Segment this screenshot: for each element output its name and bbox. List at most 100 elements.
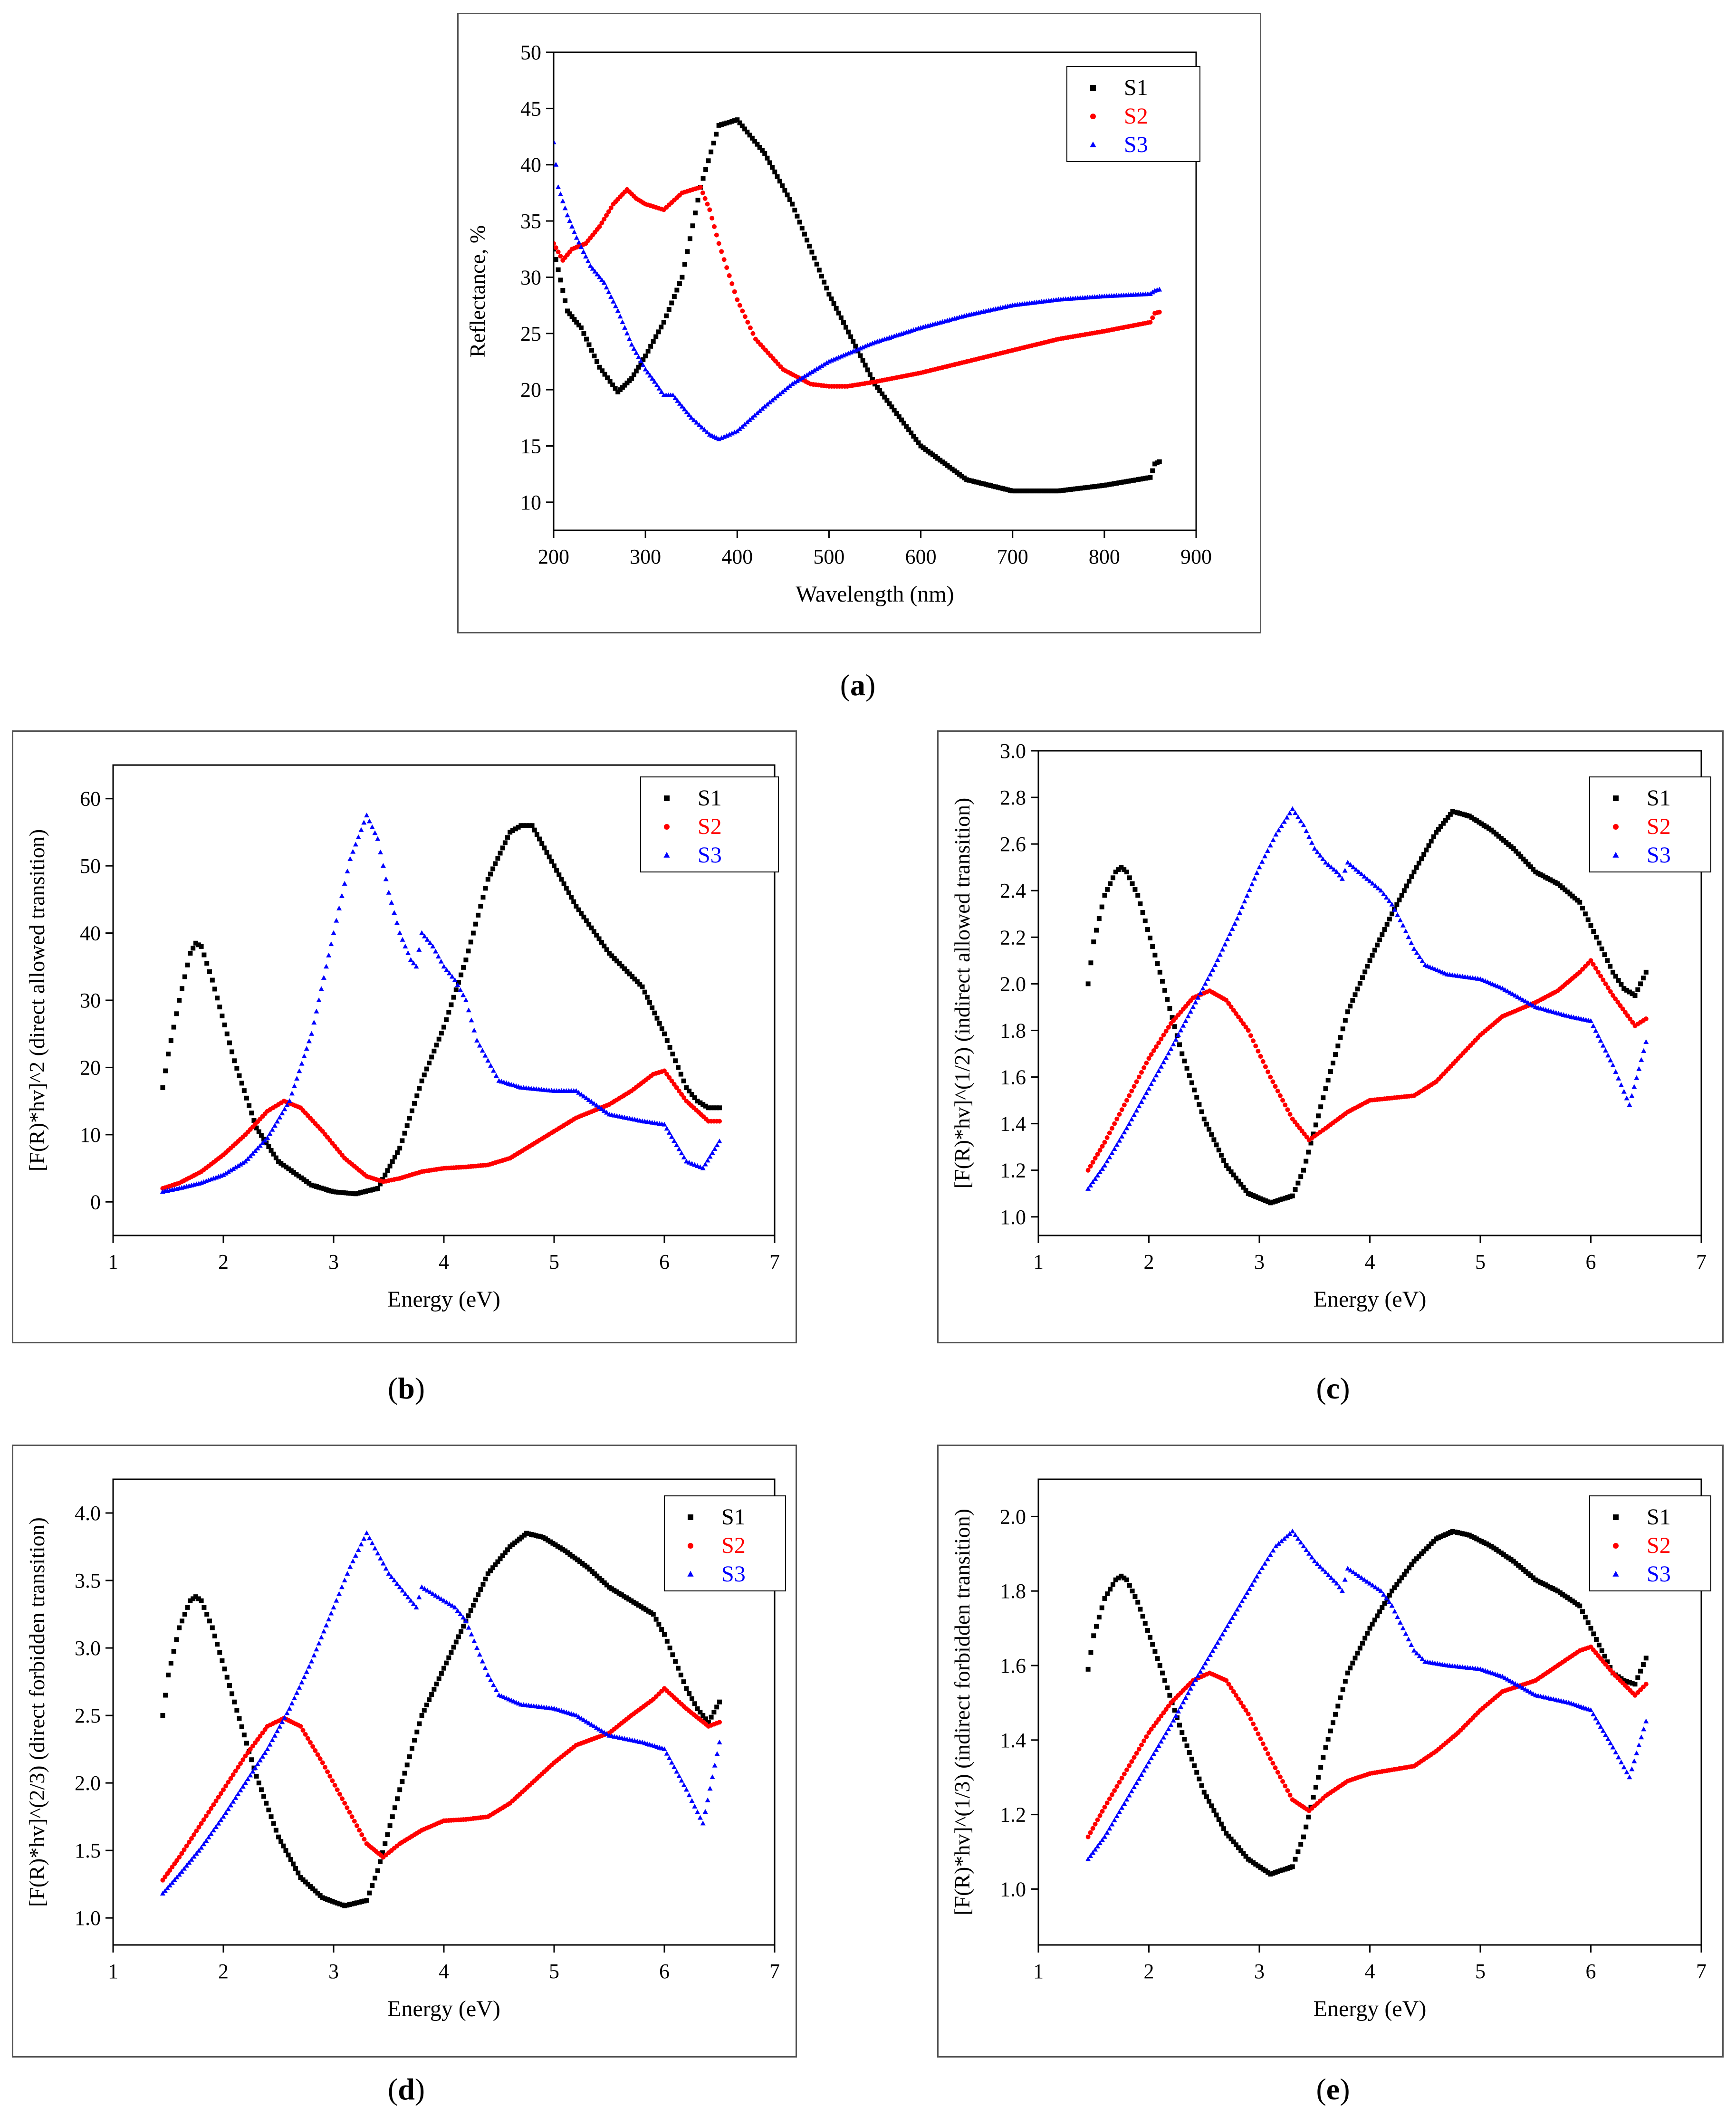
data-point — [358, 1190, 363, 1195]
data-point — [1097, 1169, 1103, 1174]
data-point — [1184, 1743, 1189, 1748]
data-point — [1362, 873, 1367, 879]
y-tick-label: 1.8 — [1000, 1019, 1026, 1042]
data-point — [1277, 1868, 1283, 1874]
data-point — [1100, 1144, 1105, 1149]
data-point — [305, 1736, 310, 1741]
data-point — [1136, 1103, 1142, 1109]
data-point — [1378, 1588, 1384, 1593]
data-point — [1088, 960, 1093, 966]
data-point — [1601, 977, 1606, 983]
x-axis-label: Wavelength (nm) — [796, 582, 954, 607]
data-point — [714, 1142, 720, 1148]
data-point — [455, 982, 460, 987]
data-point — [160, 1891, 165, 1896]
data-point — [582, 1562, 587, 1568]
data-point — [604, 1110, 610, 1115]
data-point — [1518, 1565, 1524, 1570]
data-point — [1124, 1767, 1129, 1772]
data-point — [1304, 1824, 1309, 1829]
data-point — [1622, 1010, 1628, 1015]
data-point — [1308, 1140, 1314, 1146]
data-point — [1157, 969, 1162, 975]
data-point — [1496, 833, 1501, 839]
data-point — [309, 1031, 315, 1036]
data-point — [1472, 816, 1477, 822]
data-point — [369, 1540, 375, 1545]
data-point — [414, 1093, 420, 1099]
data-point — [1501, 838, 1506, 843]
data-point — [1090, 1826, 1095, 1831]
data-point — [573, 1713, 579, 1718]
data-point — [1229, 1615, 1235, 1620]
data-point — [589, 1099, 595, 1104]
data-point — [342, 1800, 347, 1806]
data-point — [1132, 1084, 1137, 1089]
data-point — [540, 1535, 546, 1540]
data-point — [1215, 1640, 1220, 1645]
data-point — [1306, 1551, 1312, 1556]
data-point — [1295, 814, 1301, 819]
y-tick-label: 20 — [520, 378, 541, 402]
data-point — [1357, 981, 1362, 986]
data-point — [707, 1786, 713, 1791]
data-point — [1222, 941, 1228, 947]
data-point — [1339, 876, 1345, 881]
y-tick-label: 1.0 — [75, 1906, 101, 1930]
data-point — [378, 1555, 384, 1561]
data-point — [1424, 847, 1429, 852]
data-point — [687, 1691, 692, 1696]
data-point — [223, 1170, 229, 1176]
data-point — [698, 1100, 703, 1105]
data-point — [1634, 1075, 1640, 1080]
data-point — [477, 1043, 482, 1048]
data-point — [1256, 1863, 1261, 1868]
data-point — [222, 1666, 227, 1672]
data-point — [1241, 1851, 1246, 1856]
data-point — [942, 461, 948, 466]
data-point — [471, 1027, 477, 1033]
data-point — [403, 943, 408, 948]
data-point — [1233, 1842, 1238, 1848]
data-point — [1285, 1107, 1290, 1112]
data-point — [1150, 315, 1155, 320]
data-point — [1638, 1668, 1643, 1674]
data-point — [273, 1828, 278, 1833]
data-point — [490, 1068, 496, 1073]
data-point — [1510, 1679, 1515, 1685]
data-point — [336, 905, 342, 910]
data-point — [255, 1145, 260, 1150]
data-point — [1381, 1592, 1387, 1597]
data-point — [617, 314, 623, 319]
data-point — [1335, 1044, 1341, 1049]
data-point — [1085, 1186, 1091, 1191]
data-point — [1263, 1198, 1268, 1203]
data-point — [747, 133, 752, 138]
data-point — [1161, 1059, 1166, 1064]
data-point — [1411, 870, 1417, 874]
data-point — [1588, 923, 1593, 928]
data-point — [563, 298, 568, 303]
data-point — [629, 1598, 634, 1603]
data-point — [368, 1187, 373, 1193]
data-point — [595, 1573, 600, 1579]
data-point — [1628, 1016, 1633, 1022]
data-point — [1143, 1763, 1149, 1769]
data-point — [1638, 981, 1643, 986]
data-point — [1314, 849, 1320, 854]
data-point — [290, 1861, 296, 1867]
data-point — [1236, 1696, 1241, 1702]
data-point — [1256, 1570, 1262, 1574]
data-point — [664, 1072, 670, 1077]
data-point — [461, 965, 466, 970]
data-point — [1395, 912, 1400, 917]
data-point — [249, 1111, 254, 1116]
data-point — [383, 1172, 388, 1178]
data-point — [233, 1795, 239, 1800]
data-point — [1301, 1543, 1306, 1549]
data-point — [226, 1780, 231, 1785]
data-point — [288, 1168, 294, 1173]
legend-label-S3: S3 — [698, 843, 722, 868]
data-point — [537, 836, 542, 842]
data-point — [729, 119, 735, 124]
